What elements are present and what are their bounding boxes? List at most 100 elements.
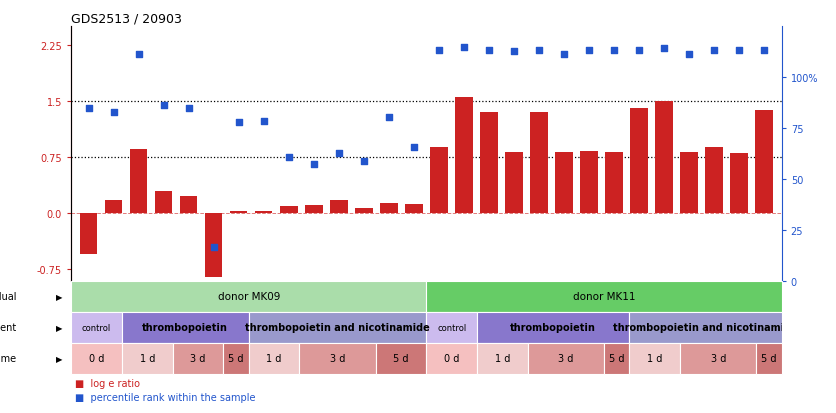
Bar [756,111,773,214]
Text: agent: agent [0,322,17,332]
Point [107,109,120,116]
Point [82,106,95,112]
Text: donor MK11: donor MK11 [573,291,635,301]
Text: individual: individual [0,291,17,301]
Point [657,46,670,52]
Text: 5 d: 5 d [609,353,624,363]
Bar [731,154,748,214]
Bar [71,343,122,374]
Bar [681,152,698,214]
Text: thrombopoietin and nicotinamide: thrombopoietin and nicotinamide [245,322,430,332]
Text: GDS2513 / 20903: GDS2513 / 20903 [71,13,182,26]
Bar [630,343,681,374]
Bar [430,148,447,214]
Point [682,52,696,59]
Point [533,47,546,54]
Text: thrombopoietin: thrombopoietin [142,322,228,332]
Text: ▶: ▶ [56,292,63,301]
Bar [104,201,122,214]
Point [757,47,771,54]
Bar [122,312,249,343]
Point [632,47,645,54]
Point [732,47,746,54]
Point [357,158,370,165]
Point [182,106,196,112]
Bar [455,98,472,214]
Bar [305,205,323,214]
Point [157,102,171,109]
Bar [71,312,122,343]
Text: 1 d: 1 d [267,353,282,363]
Point [307,162,320,169]
Bar [528,343,604,374]
Point [332,150,345,157]
Bar [180,197,197,214]
Text: ■  percentile rank within the sample: ■ percentile rank within the sample [75,392,256,402]
Text: ■  log e ratio: ■ log e ratio [75,378,140,388]
Bar [530,113,548,214]
Text: 0 d: 0 d [89,353,104,363]
Bar [630,109,648,214]
Bar [205,214,222,277]
Bar [655,102,673,214]
Point [558,52,571,59]
Point [282,154,295,161]
Bar [580,152,598,214]
Text: 0 d: 0 d [444,353,460,363]
Bar [681,343,757,374]
Bar [330,201,348,214]
Text: 5 d: 5 d [762,353,777,363]
Text: 1 d: 1 d [647,353,662,363]
Bar [477,343,528,374]
Text: 5 d: 5 d [393,353,409,363]
Bar [280,206,298,214]
Bar [555,152,573,214]
Bar [255,211,273,214]
Point [583,47,596,54]
Bar [380,204,398,214]
Bar [426,343,477,374]
Bar [155,191,172,214]
Bar [130,150,147,214]
Bar [706,148,723,214]
Point [257,119,270,125]
Point [482,47,496,54]
Point [607,47,620,54]
Bar [480,113,497,214]
Text: 1 d: 1 d [495,353,510,363]
Point [707,47,721,54]
Bar [375,343,426,374]
Point [132,52,145,59]
Text: 5 d: 5 d [228,353,244,363]
Text: ▶: ▶ [56,323,63,332]
Bar [505,152,522,214]
Bar [249,312,426,343]
Point [207,244,221,251]
Bar [79,214,97,255]
Bar [405,204,423,214]
Text: 3 d: 3 d [558,353,573,363]
Point [507,48,521,55]
Bar [223,343,249,374]
Text: donor MK09: donor MK09 [217,291,280,301]
Point [407,145,421,151]
Bar [249,343,299,374]
Bar [355,209,373,214]
Text: thrombopoietin: thrombopoietin [510,322,596,332]
Text: 3 d: 3 d [191,353,206,363]
Text: ▶: ▶ [56,354,63,363]
Bar [172,343,223,374]
Text: 1 d: 1 d [140,353,155,363]
Text: 3 d: 3 d [711,353,726,363]
Bar [426,312,477,343]
Bar [299,343,375,374]
Bar [630,312,782,343]
Text: control: control [82,323,111,332]
Point [382,115,395,121]
Text: thrombopoietin and nicotinamide: thrombopoietin and nicotinamide [613,322,798,332]
Bar [604,343,630,374]
Bar [426,281,782,312]
Text: control: control [437,323,466,332]
Bar [477,312,630,343]
Point [457,45,471,51]
